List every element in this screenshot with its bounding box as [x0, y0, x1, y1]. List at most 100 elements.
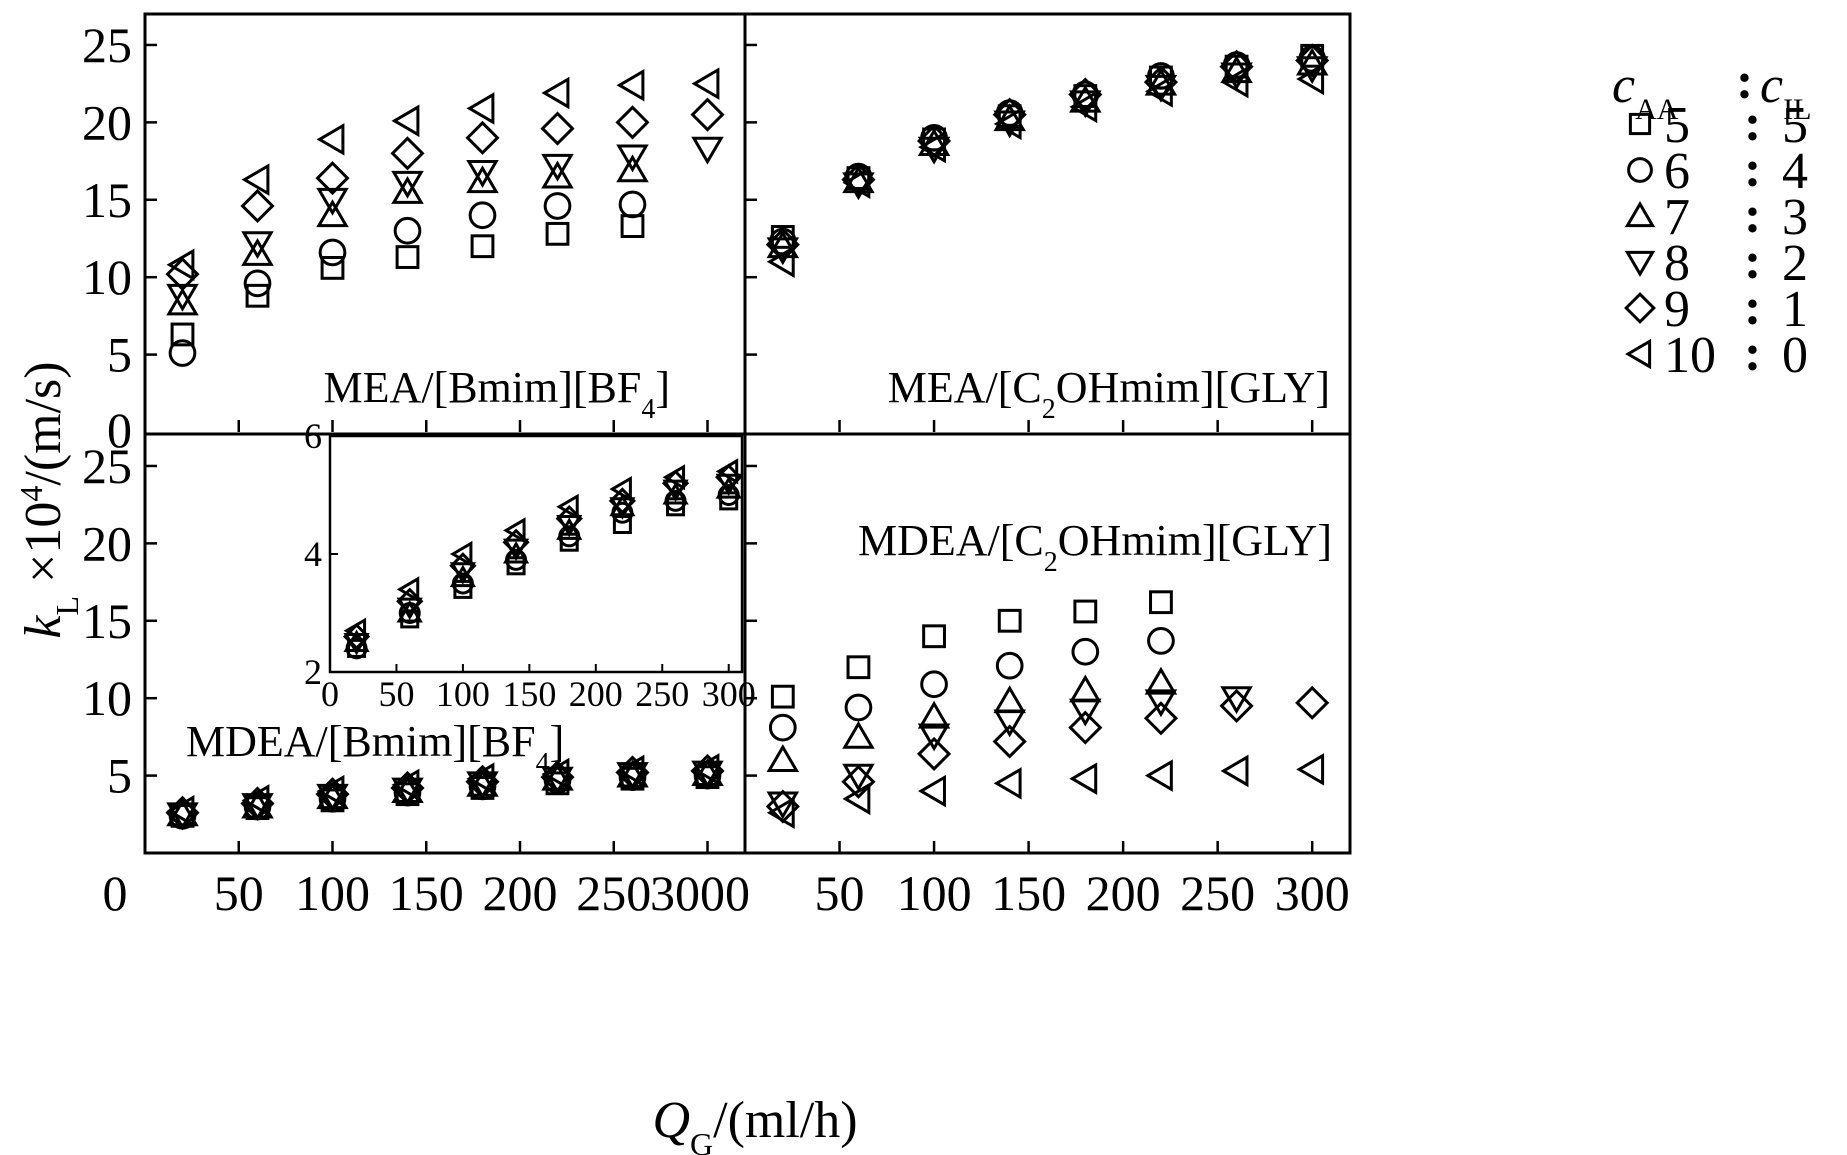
point-triangle-up: [993, 685, 1026, 714]
legend-aa-value: 9: [1664, 281, 1690, 338]
legend-entry: 5:5: [1628, 95, 1808, 154]
y-tick-label-top: 20: [82, 94, 132, 150]
point-diamond: [841, 764, 876, 799]
point-triangle-up: [541, 160, 574, 189]
point-triangle-left: [918, 130, 946, 164]
point-square: [545, 221, 570, 246]
point-triangle-up: [166, 287, 199, 316]
point-triangle-down: [541, 153, 574, 182]
inset-point-triangle-up: [396, 600, 423, 623]
inset-frame: [328, 434, 744, 674]
inset-point-triangle-up: [449, 564, 477, 588]
point-square: [245, 283, 270, 308]
legend-il-value: 3: [1782, 189, 1808, 246]
inset-point-triangle-left: [449, 540, 473, 568]
point-triangle-left: [466, 92, 495, 125]
x-tick-label-left: 100: [295, 865, 370, 921]
point-triangle-left: [166, 248, 195, 282]
inset-point-triangle-left: [396, 576, 420, 603]
point-square: [846, 655, 871, 680]
x-tick-label-left: 200: [483, 865, 558, 921]
point-triangle-down: [993, 709, 1026, 738]
point-triangle-left: [1220, 754, 1249, 788]
point-circle: [995, 651, 1024, 680]
inset-point-triangle-up: [662, 482, 689, 505]
point-triangle-left: [1144, 759, 1173, 792]
point-triangle-left: [241, 163, 270, 196]
point-triangle-down: [391, 777, 424, 806]
point-circle: [1147, 627, 1175, 655]
x-tick-label-right: 250: [1180, 865, 1255, 921]
y-tick-label-top: 0: [107, 402, 132, 458]
point-triangle-up: [391, 176, 424, 204]
legend-entry: 9:1: [1624, 279, 1808, 338]
point-diamond: [1068, 710, 1103, 745]
x-tick-label-left: 250: [576, 865, 651, 921]
legend-marker-diamond: [1624, 292, 1656, 324]
legend-entry: 6:4: [1627, 141, 1808, 200]
point-triangle-left: [691, 753, 720, 786]
y-tick-label-bottom: 10: [82, 670, 132, 726]
point-triangle-left: [1069, 90, 1098, 124]
point-square: [320, 255, 345, 280]
legend-marker-triangle-up: [1624, 201, 1656, 228]
point-triangle-down: [1069, 698, 1102, 727]
y-axis-title: kL ×104/(m/s): [13, 361, 85, 638]
point-triangle-left: [993, 767, 1022, 800]
legend-il-value: 0: [1782, 327, 1808, 384]
point-circle: [920, 670, 948, 699]
point-diamond: [1143, 701, 1179, 736]
legend-il-value: 5: [1782, 97, 1808, 154]
point-triangle-left: [766, 245, 795, 278]
legend-sep: :: [1744, 325, 1761, 382]
point-triangle-down: [166, 283, 199, 312]
legend-aa-value: 6: [1664, 143, 1690, 200]
legend-marker-triangle-down: [1624, 250, 1656, 277]
y-tick-label-bottom: 25: [82, 438, 132, 494]
panel-mea-bmim: [165, 67, 725, 367]
y-tick-label-bottom: 15: [82, 593, 132, 649]
panel-mea-c2ohmim: [765, 43, 1330, 278]
point-triangle-down: [616, 144, 649, 173]
point-triangle-left: [691, 67, 720, 100]
point-diamond: [240, 188, 275, 224]
point-triangle-up: [766, 744, 800, 773]
point-triangle-up: [917, 700, 951, 729]
point-triangle-down: [1144, 689, 1178, 718]
point-triangle-left: [1069, 762, 1098, 795]
legend-aa-value: 8: [1664, 235, 1690, 292]
point-square: [770, 684, 795, 709]
point-triangle-up: [1144, 666, 1178, 695]
inset-x-tick-label: 200: [569, 674, 623, 714]
inset-point-triangle-left: [556, 493, 579, 520]
axis-ticks: [145, 43, 1314, 853]
y-tick-label-bottom: 5: [107, 748, 132, 804]
point-triangle-left: [541, 76, 570, 110]
legend-sep: :: [1744, 187, 1761, 244]
point-circle: [318, 238, 347, 267]
y-title-sub: L: [49, 596, 85, 616]
legend-il-value: 4: [1782, 143, 1808, 200]
inset-point-triangle-left: [662, 464, 686, 491]
x-tick-label-left: 3000: [650, 865, 750, 921]
point-triangle-left: [1296, 62, 1325, 96]
point-triangle-left: [316, 774, 345, 808]
point-square: [395, 245, 420, 269]
point-circle: [1071, 637, 1100, 666]
inset-point-triangle-up: [715, 476, 742, 499]
point-circle: [844, 693, 873, 722]
panel-label-mdea-bmim: MDEA/[Bmim][BF4]: [186, 717, 564, 779]
y-tick-label-bottom: 20: [82, 515, 132, 571]
panel-mdea-bmim: [165, 753, 725, 831]
point-diamond: [1219, 688, 1254, 723]
inset-x-tick-label: 100: [436, 674, 490, 714]
point-triangle-up: [1144, 67, 1178, 96]
point-triangle-up: [616, 154, 649, 183]
point-circle: [393, 216, 422, 245]
point-triangle-left: [316, 123, 345, 156]
legend-aa-value: 10: [1664, 327, 1716, 384]
y-title-main: k: [15, 615, 72, 639]
point-diamond: [1295, 43, 1330, 78]
point-triangle-left: [842, 782, 871, 816]
